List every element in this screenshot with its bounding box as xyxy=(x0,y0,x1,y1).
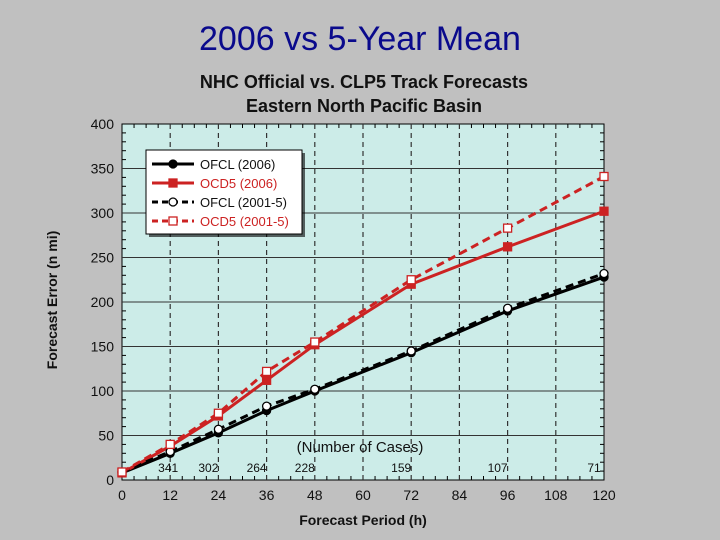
data-point xyxy=(165,439,175,450)
y-tick-label: 350 xyxy=(91,161,115,177)
data-point xyxy=(310,384,320,394)
x-tick-label: 96 xyxy=(500,487,516,503)
y-tick-label: 200 xyxy=(91,294,115,310)
legend: OFCL (2006) OCD5 (2006) OFCL (2001-5) OCD5 … xyxy=(145,149,305,237)
data-point xyxy=(117,467,127,477)
chart-title: NHC Official vs. CLP5 Track Forecasts xyxy=(200,72,528,92)
x-tick-label: 36 xyxy=(259,487,275,503)
series-line xyxy=(121,275,605,475)
data-point xyxy=(213,408,224,418)
case-count: 228 xyxy=(295,461,315,475)
y-tick-label: 50 xyxy=(98,428,114,444)
series-group xyxy=(117,171,609,478)
case-count: 341 xyxy=(158,461,178,475)
chart-subtitle: Eastern North Pacific Basin xyxy=(246,96,482,116)
x-tick-label: 12 xyxy=(162,487,178,503)
case-count: 71 xyxy=(587,461,601,475)
y-tick-label: 250 xyxy=(91,250,115,266)
data-point xyxy=(261,375,272,385)
slide-title: 2006 vs 5-Year Mean xyxy=(199,20,521,58)
cases-label: (Number of Cases) xyxy=(297,439,424,456)
series-line xyxy=(121,175,605,474)
y-tick-label: 150 xyxy=(91,339,115,355)
y-axis-label: Forecast Error (n mi) xyxy=(44,231,60,369)
series-line xyxy=(121,209,605,475)
y-tick-label: 0 xyxy=(106,472,114,488)
data-point xyxy=(599,268,609,279)
y-tick-labels: 0 50 100 150 200 250 300 350 400 xyxy=(91,116,115,488)
data-point xyxy=(502,223,513,233)
x-tick-label: 0 xyxy=(118,487,126,503)
data-point xyxy=(261,401,272,411)
y-tick-label: 300 xyxy=(91,205,115,221)
legend-label: OFCL (2001-5) xyxy=(200,195,287,210)
legend-label: OCD5 (2001-5) xyxy=(200,214,289,229)
case-count: 302 xyxy=(198,461,218,475)
data-point xyxy=(599,206,609,216)
x-tick-label: 108 xyxy=(544,487,568,503)
x-tick-label: 84 xyxy=(452,487,468,503)
x-tick-label: 72 xyxy=(403,487,419,503)
case-counts: 341 302 264 228 159 107 71 xyxy=(158,461,601,475)
y-tick-label: 100 xyxy=(91,383,115,399)
data-point xyxy=(310,337,320,347)
data-point xyxy=(213,424,224,434)
data-point xyxy=(168,216,178,226)
y-tick-label: 400 xyxy=(91,116,115,132)
x-axis-label: Forecast Period (h) xyxy=(299,512,427,528)
case-count: 159 xyxy=(391,461,411,475)
data-point xyxy=(168,197,178,207)
legend-label: OCD5 (2006) xyxy=(200,176,277,191)
x-tick-label: 60 xyxy=(355,487,371,503)
data-point xyxy=(502,242,513,252)
data-point xyxy=(261,366,272,377)
series-ocd5-2001-5 xyxy=(117,171,609,477)
case-count: 107 xyxy=(488,461,508,475)
x-tick-label: 120 xyxy=(592,487,616,503)
data-point xyxy=(406,275,416,285)
data-point xyxy=(599,171,609,182)
case-count: 264 xyxy=(247,461,267,475)
x-tick-label: 48 xyxy=(307,487,323,503)
data-point xyxy=(502,303,513,313)
data-point xyxy=(406,346,416,356)
series-line xyxy=(121,272,605,474)
x-tick-labels: 0 12 24 36 48 60 72 84 96 108 120 xyxy=(118,487,616,503)
data-point xyxy=(168,159,178,169)
x-tick-label: 24 xyxy=(211,487,227,503)
data-point xyxy=(168,178,178,188)
legend-label: OFCL (2006) xyxy=(200,157,275,172)
